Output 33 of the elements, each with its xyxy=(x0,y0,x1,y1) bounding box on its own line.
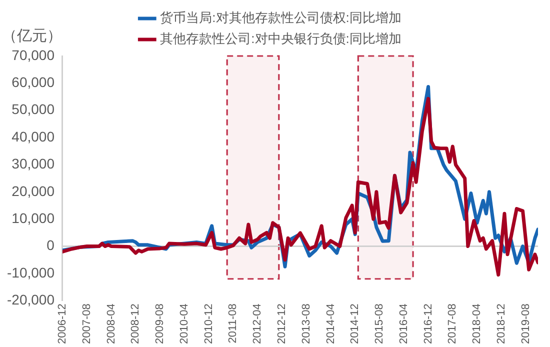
x-tick-label: 2018-12 xyxy=(495,304,508,344)
y-tick-label: 40,000 xyxy=(12,128,55,144)
x-tick-label: 2008-12 xyxy=(130,304,142,344)
y-tick-label: 60,000 xyxy=(12,74,55,90)
x-tick-label: 2011-08 xyxy=(227,304,240,344)
y-tick-label: 70,000 xyxy=(12,46,55,63)
x-tick-label: 2006-12 xyxy=(56,304,69,344)
x-tick-label: 2016-12 xyxy=(422,304,434,344)
y-tick-label: 10,000 xyxy=(12,210,55,226)
x-tick-label: 2014-12 xyxy=(349,304,362,344)
y-tick-label: 50,000 xyxy=(12,101,55,118)
x-tick-label: 2010-12 xyxy=(202,304,215,344)
legend-label: 货币当局:对其他存款性公司债权:同比增加 xyxy=(160,10,402,26)
x-tick-label: 2007-08 xyxy=(80,304,93,344)
x-tick-label: 2012-04 xyxy=(252,304,264,344)
x-tick-label: 2012-12 xyxy=(276,304,288,344)
x-tick-label: 2018-04 xyxy=(471,304,484,344)
y-tick-label: -20,000 xyxy=(7,291,55,308)
y-tick-label: 20,000 xyxy=(12,182,55,199)
x-tick-label: 2009-08 xyxy=(154,304,166,344)
legend-label: 其他存款性公司:对中央银行负债:同比增加 xyxy=(160,31,402,46)
x-tick-label: 2013-08 xyxy=(300,304,312,344)
y-axis-title: （亿元） xyxy=(2,28,62,45)
x-tick-label: 2019-08 xyxy=(520,304,532,344)
x-tick-label: 2010-04 xyxy=(178,304,190,344)
y-tick-label: -10,000 xyxy=(7,264,55,280)
x-tick-label: 2015-08 xyxy=(374,304,386,344)
y-tick-label: 30,000 xyxy=(12,156,55,172)
y-tick-label: 0 xyxy=(46,237,55,254)
x-tick-label: 2016-04 xyxy=(398,304,410,344)
x-tick-label: 2014-04 xyxy=(324,304,337,344)
x-tick-label: 2017-08 xyxy=(446,304,459,344)
x-tick-label: 2008-04 xyxy=(105,304,118,344)
